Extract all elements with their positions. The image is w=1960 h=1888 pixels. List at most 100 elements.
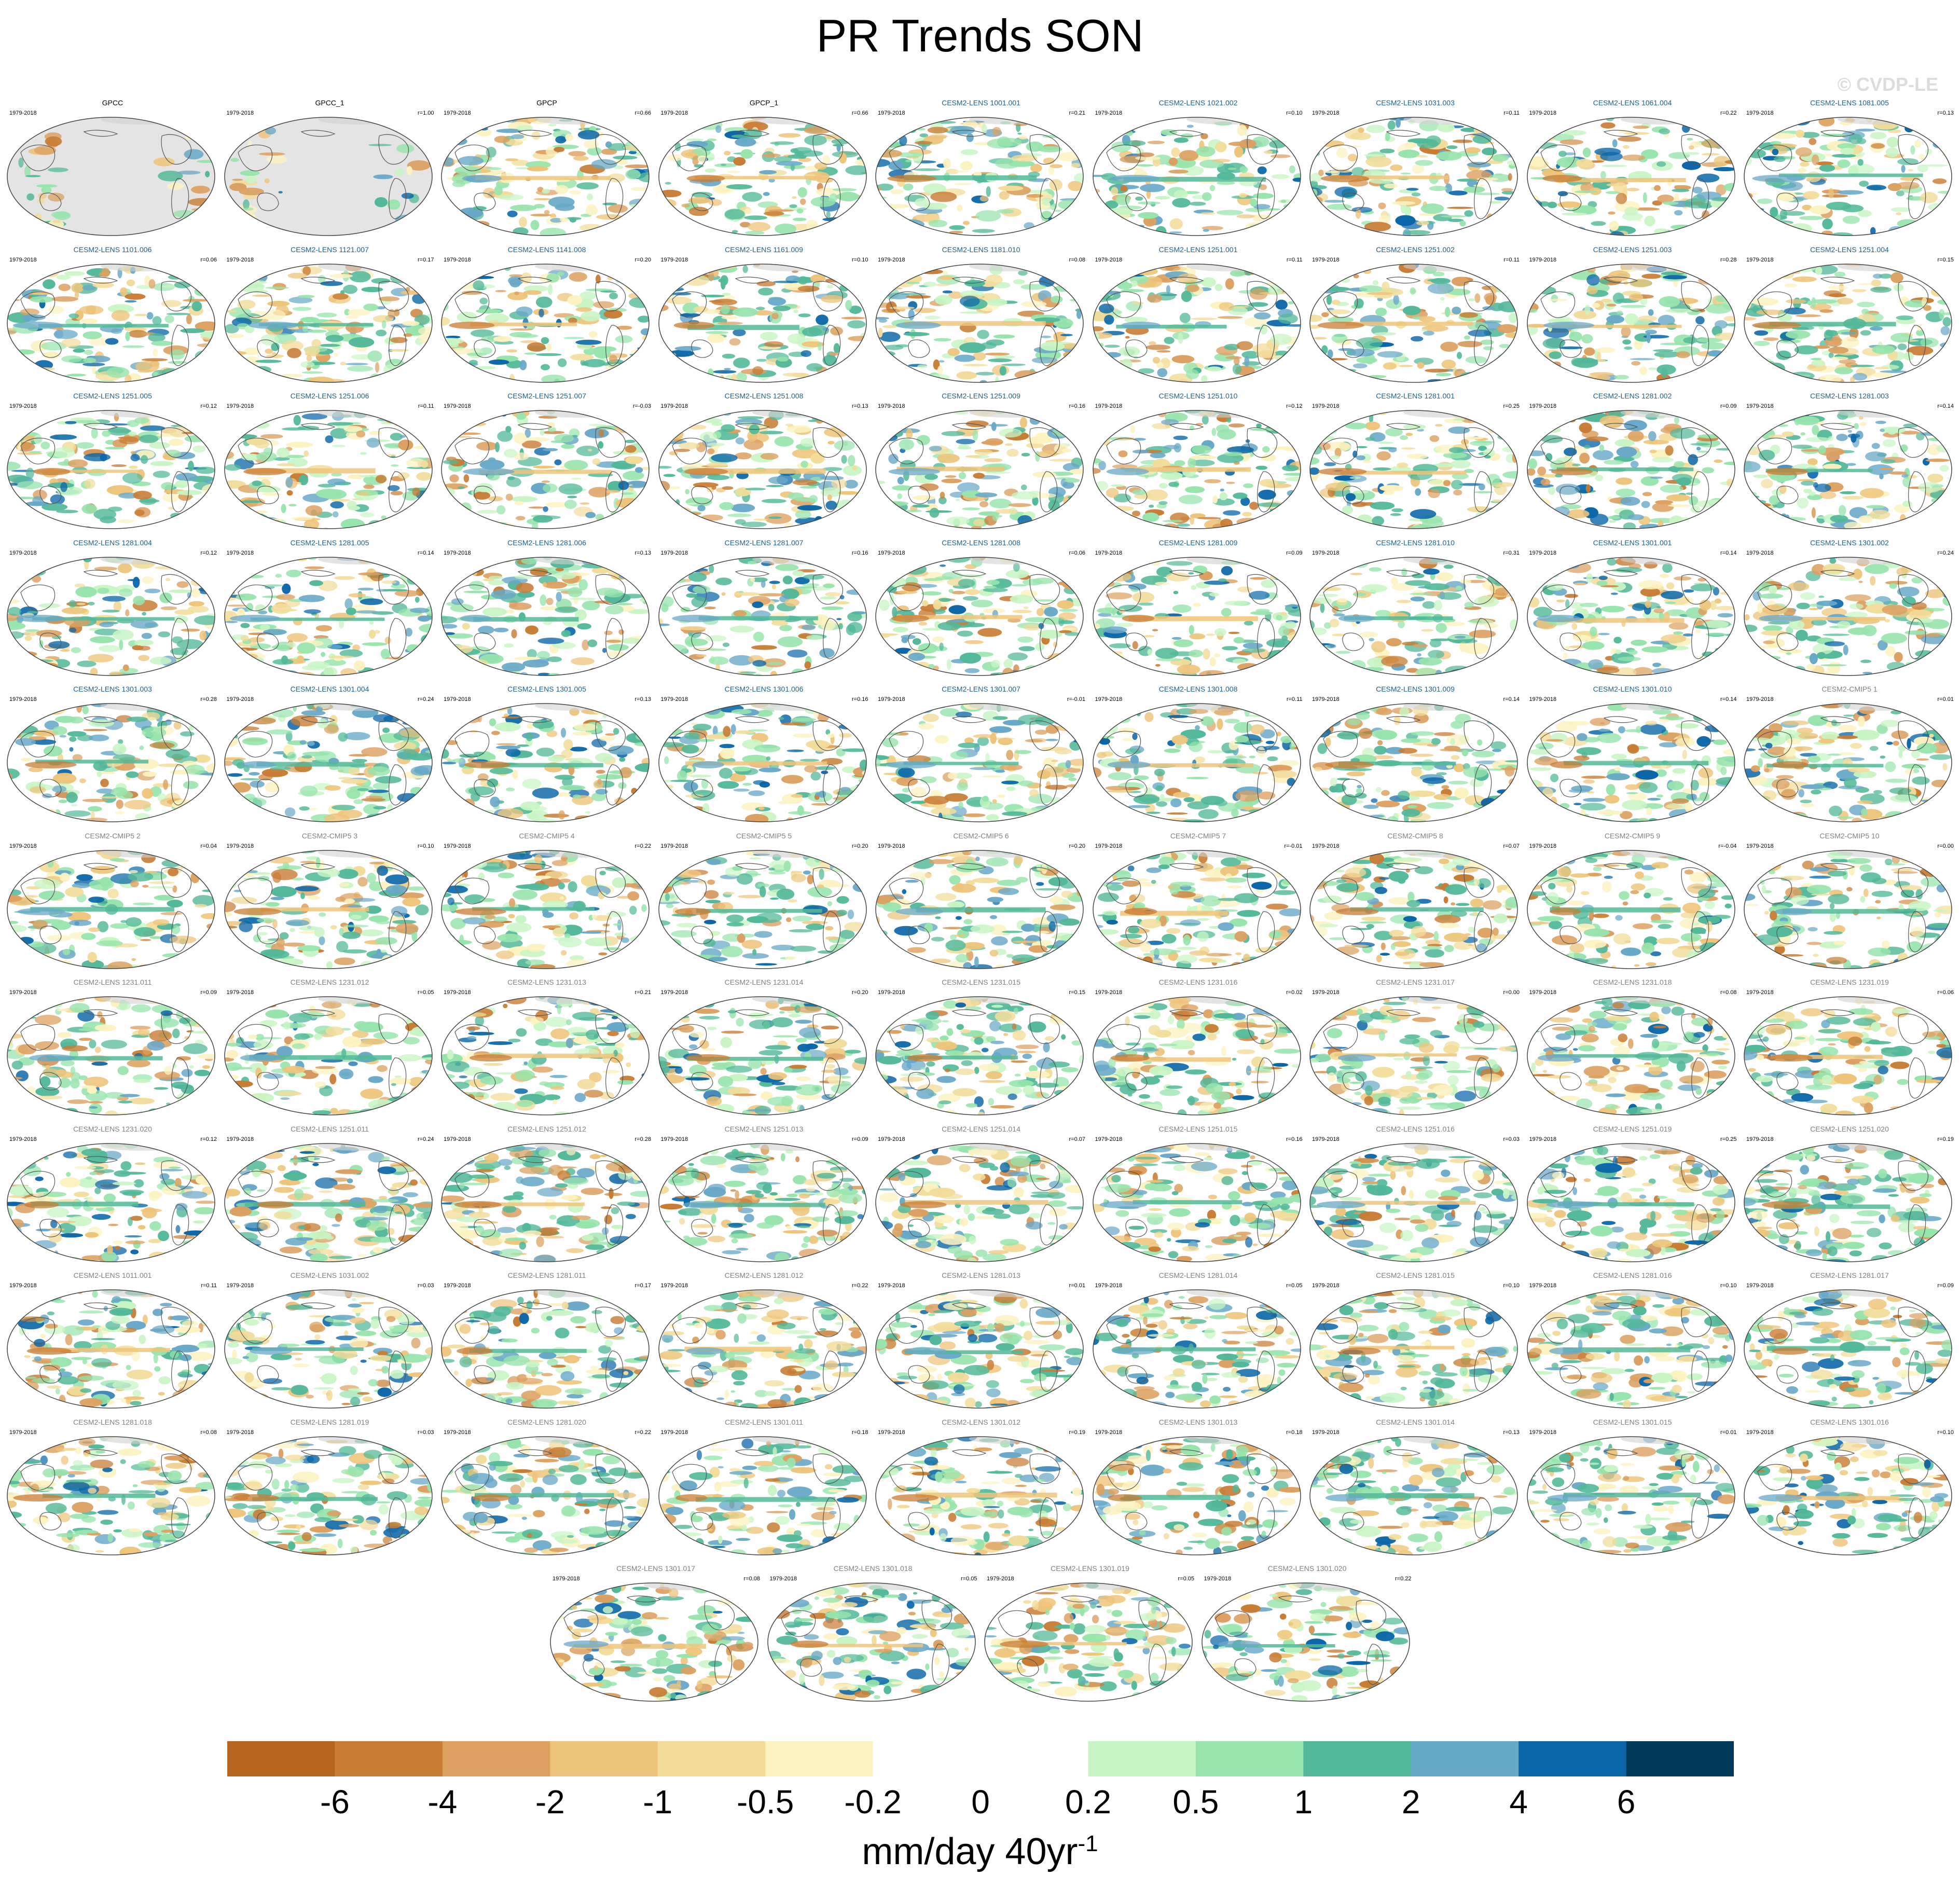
panel-period: 1979-2018 <box>444 1136 471 1142</box>
map-panel: CESM2-LENS 1301.018 1979-2018 r=0.05 <box>767 1564 979 1704</box>
colorbar-tick-label: 0 <box>971 1783 990 1821</box>
colorbar-tick-label: 0.2 <box>1065 1783 1111 1821</box>
panel-map <box>441 556 650 676</box>
panel-title: CESM2-LENS 1251.016 <box>1376 1124 1455 1133</box>
panel-correlation: r=0.15 <box>1937 256 1954 263</box>
map-panel: CESM2-LENS 1281.008 1979-2018 r=0.06 <box>875 539 1087 679</box>
panel-title: CESM2-LENS 1281.005 <box>290 538 369 547</box>
panel-map <box>7 1142 215 1262</box>
panel-period: 1979-2018 <box>1312 843 1340 849</box>
panel-title: CESM2-CMIP5 6 <box>953 831 1009 840</box>
panel-correlation: r=0.03 <box>418 1429 434 1436</box>
panel-title: CESM2-LENS 1281.020 <box>507 1417 586 1426</box>
panel-correlation: r=0.20 <box>634 256 652 263</box>
panel-map <box>224 410 433 529</box>
map-panel: CESM2-LENS 1161.009 1979-2018 r=0.10 <box>658 245 871 385</box>
panel-period: 1979-2018 <box>444 110 471 116</box>
panel-period: 1979-2018 <box>1746 256 1774 263</box>
panel-correlation: r=0.10 <box>418 843 434 849</box>
map-panel: CESM2-LENS 1281.019 1979-2018 r=0.03 <box>224 1418 436 1558</box>
panel-map <box>1744 117 1952 236</box>
map-field <box>876 997 1083 1115</box>
panel-title: CESM2-LENS 1081.005 <box>1810 99 1889 107</box>
map-panel: CESM2-LENS 1251.020 1979-2018 r=0.19 <box>1743 1125 1956 1265</box>
panel-title: CESM2-LENS 1301.005 <box>507 685 586 693</box>
panel-map <box>441 703 650 822</box>
panel-map <box>658 556 867 676</box>
panel-correlation: r=-0.01 <box>1067 696 1085 702</box>
panel-period: 1979-2018 <box>1095 989 1123 996</box>
panel-period: 1979-2018 <box>1529 549 1557 556</box>
panel-correlation: r=0.04 <box>200 843 217 849</box>
panel-period: 1979-2018 <box>769 1576 797 1582</box>
panel-correlation: r=0.14 <box>418 549 434 556</box>
map-panel: CESM2-LENS 1101.006 1979-2018 r=0.06 <box>6 245 219 385</box>
panel-title: GPCP <box>536 99 557 107</box>
map-field <box>1744 997 1952 1115</box>
map-field <box>658 1436 866 1555</box>
panel-title: CESM2-LENS 1121.007 <box>291 245 369 254</box>
map-panel: CESM2-LENS 1001.001 1979-2018 r=0.21 <box>875 99 1087 239</box>
panel-map <box>658 996 867 1115</box>
map-panel: GPCP 1979-2018 r=0.66 <box>440 99 653 239</box>
colorbar-tick-label: 1 <box>1294 1783 1313 1821</box>
panel-period: 1979-2018 <box>987 1576 1014 1582</box>
panel-period: 1979-2018 <box>878 696 905 702</box>
map-panel: CESM2-LENS 1251.002 1979-2018 r=0.11 <box>1309 245 1522 385</box>
map-panel: CESM2-LENS 1281.016 1979-2018 r=0.10 <box>1526 1271 1739 1411</box>
colorbar-swatch <box>227 1741 335 1776</box>
map-panel: CESM2-LENS 1251.004 1979-2018 r=0.15 <box>1743 245 1956 385</box>
panel-correlation: r=0.11 <box>418 403 434 409</box>
panel-title: GPCP_1 <box>749 99 779 107</box>
map-panel: CESM2-LENS 1281.011 1979-2018 r=0.17 <box>440 1271 653 1411</box>
panel-period: 1979-2018 <box>226 1429 254 1436</box>
panel-correlation: r=0.10 <box>1720 1283 1737 1289</box>
panel-correlation: r=0.31 <box>1503 549 1520 556</box>
panel-map <box>1092 1142 1301 1262</box>
panel-map <box>1092 703 1301 822</box>
panel-map <box>1744 1142 1952 1262</box>
panel-title: CESM2-LENS 1251.003 <box>1593 245 1672 254</box>
panel-period: 1979-2018 <box>1529 696 1557 702</box>
panel-period: 1979-2018 <box>9 843 37 849</box>
map-panel: CESM2-LENS 1281.018 1979-2018 r=0.08 <box>6 1418 219 1558</box>
panel-map <box>1526 1142 1735 1262</box>
panel-map <box>1309 703 1518 822</box>
map-panel: CESM2-LENS 1231.011 1979-2018 r=0.09 <box>6 978 219 1118</box>
panel-correlation: r=0.11 <box>1286 256 1303 263</box>
panel-period: 1979-2018 <box>878 110 905 116</box>
colorbar-swatch <box>442 1741 550 1776</box>
panel-title: CESM2-LENS 1281.013 <box>942 1271 1020 1279</box>
panel-correlation: r=0.66 <box>852 110 868 116</box>
panel-correlation: r=0.05 <box>961 1576 977 1582</box>
panel-period: 1979-2018 <box>9 989 37 996</box>
panel-map <box>1744 703 1952 822</box>
panel-correlation: r=0.28 <box>634 1136 652 1142</box>
map-field <box>1310 117 1517 236</box>
panel-title: CESM2-LENS 1231.017 <box>1376 978 1455 986</box>
panel-map <box>1201 1582 1410 1702</box>
colorbar-tick-label: -1 <box>643 1783 673 1821</box>
panel-period: 1979-2018 <box>1746 1429 1774 1436</box>
panel-map <box>658 117 867 236</box>
panel-title: CESM2-CMIP5 3 <box>301 831 358 840</box>
panel-period: 1979-2018 <box>1204 1576 1232 1582</box>
panel-period: 1979-2018 <box>1312 549 1340 556</box>
panel-period: 1979-2018 <box>1312 1136 1340 1142</box>
panel-map <box>224 849 433 969</box>
panel-correlation: r=0.21 <box>634 989 652 996</box>
panel-map <box>1092 1289 1301 1409</box>
colorbar-swatch <box>1519 1741 1627 1776</box>
panel-correlation: r=0.28 <box>200 696 217 702</box>
panel-period: 1979-2018 <box>1746 110 1774 116</box>
panel-map <box>224 556 433 676</box>
map-panel: GPCC 1979-2018 <box>6 99 219 239</box>
panel-title: CESM2-CMIP5 10 <box>1819 831 1880 840</box>
panel-period: 1979-2018 <box>1746 1136 1774 1142</box>
panel-title: CESM2-LENS 1281.016 <box>1593 1271 1672 1279</box>
panel-title: CESM2-LENS 1251.005 <box>73 392 152 400</box>
map-field <box>1527 997 1735 1115</box>
panel-period: 1979-2018 <box>1312 989 1340 996</box>
panel-title: CESM2-LENS 1031.002 <box>290 1271 369 1279</box>
panel-map <box>875 849 1084 969</box>
